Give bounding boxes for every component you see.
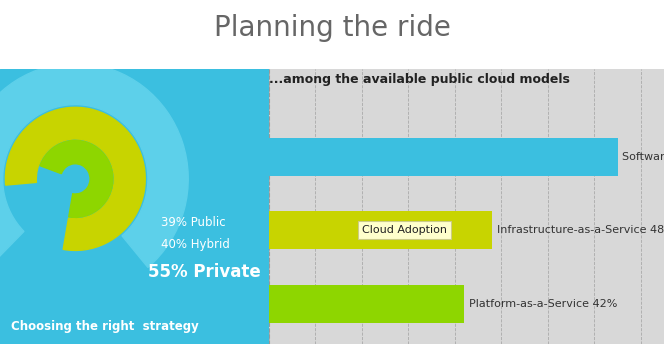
Text: Software-as-a-Service 75%: Software-as-a-Service 75%: [622, 152, 664, 162]
Bar: [269, 138, 618, 176]
Text: 55% Private: 55% Private: [148, 264, 261, 281]
Text: Choosing the right  strategy: Choosing the right strategy: [11, 320, 199, 333]
Text: Infrastructure-as-a-Service 48%: Infrastructure-as-a-Service 48%: [497, 225, 664, 235]
Text: Platform-as-a-Service 42%: Platform-as-a-Service 42%: [469, 299, 617, 309]
Wedge shape: [40, 140, 113, 217]
Text: Cloud Adoption: Cloud Adoption: [362, 225, 447, 235]
Text: 40% Hybrid: 40% Hybrid: [161, 238, 230, 251]
Bar: [269, 211, 492, 249]
Text: 39% Public: 39% Public: [161, 216, 226, 229]
Wedge shape: [0, 63, 188, 267]
Bar: [269, 284, 464, 323]
Text: Planning the ride: Planning the ride: [214, 14, 450, 42]
Text: ...among the available public cloud models: ...among the available public cloud mode…: [269, 73, 570, 86]
Wedge shape: [5, 107, 145, 250]
